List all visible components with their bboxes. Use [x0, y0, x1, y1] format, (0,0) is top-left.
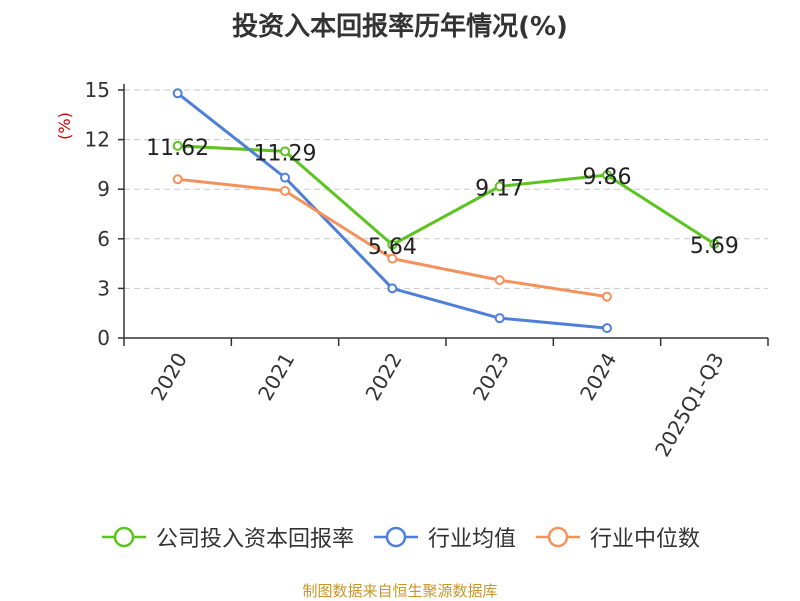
data-point[interactable] — [280, 185, 290, 196]
y-tick-label: 12 — [85, 128, 110, 152]
data-label: 9.17 — [475, 176, 524, 201]
legend-item-industry-mean[interactable]: 行业均值 — [372, 521, 516, 553]
y-tick-label: 0 — [97, 326, 110, 350]
legend-label-company: 公司投入资本回报率 — [155, 527, 354, 552]
series-line-0 — [177, 144, 716, 247]
data-point[interactable] — [280, 172, 290, 183]
chart-title: 投资入本回报率历年情况(%) — [232, 12, 568, 42]
x-tick-label: 2023 — [468, 348, 514, 404]
legend-marker-industry-mean — [373, 526, 418, 548]
data-label: 5.64 — [368, 235, 417, 260]
data-point[interactable] — [602, 291, 612, 302]
data-label: 9.86 — [583, 165, 632, 190]
y-tick-label: 6 — [97, 227, 110, 251]
data-point[interactable] — [172, 88, 183, 99]
data-point[interactable] — [172, 140, 183, 151]
data-point[interactable] — [280, 146, 290, 157]
x-tick-label: 2021 — [253, 349, 299, 405]
legend-marker-company — [101, 526, 146, 548]
y-tick-label: 15 — [85, 78, 110, 102]
data-point[interactable] — [494, 313, 505, 324]
data-point[interactable] — [602, 169, 612, 180]
legend-label-industry-mean: 行业均值 — [427, 527, 516, 552]
data-label: 11.29 — [254, 141, 317, 166]
data-label: 5.69 — [690, 234, 739, 259]
legend: 公司投入资本回报率 行业均值 行业中位数 — [0, 521, 800, 553]
data-point[interactable] — [387, 239, 398, 250]
data-point[interactable] — [172, 174, 183, 185]
data-point[interactable] — [494, 275, 505, 286]
data-label: 11.62 — [146, 136, 209, 161]
legend-item-industry-median[interactable]: 行业中位数 — [534, 521, 700, 553]
x-tick-label: 2020 — [146, 349, 192, 405]
legend-label-industry-median: 行业中位数 — [590, 527, 701, 552]
data-point[interactable] — [387, 283, 398, 294]
y-tick-label: 3 — [97, 276, 110, 300]
x-tick-label: 2025Q1-Q3 — [650, 349, 729, 461]
y-axis-label: (%) — [55, 112, 74, 140]
data-point[interactable] — [709, 238, 720, 249]
x-tick-label: 2022 — [360, 349, 406, 405]
legend-marker-industry-median — [536, 526, 580, 548]
data-point[interactable] — [602, 323, 612, 334]
legend-item-company[interactable]: 公司投入资本回报率 — [100, 521, 354, 553]
y-tick-label: 9 — [97, 177, 110, 201]
x-tick-label: 2024 — [575, 349, 621, 405]
data-point[interactable] — [494, 181, 505, 192]
data-point[interactable] — [387, 253, 398, 264]
source-note: 制图数据来自恒生聚源数据库 — [302, 582, 498, 600]
